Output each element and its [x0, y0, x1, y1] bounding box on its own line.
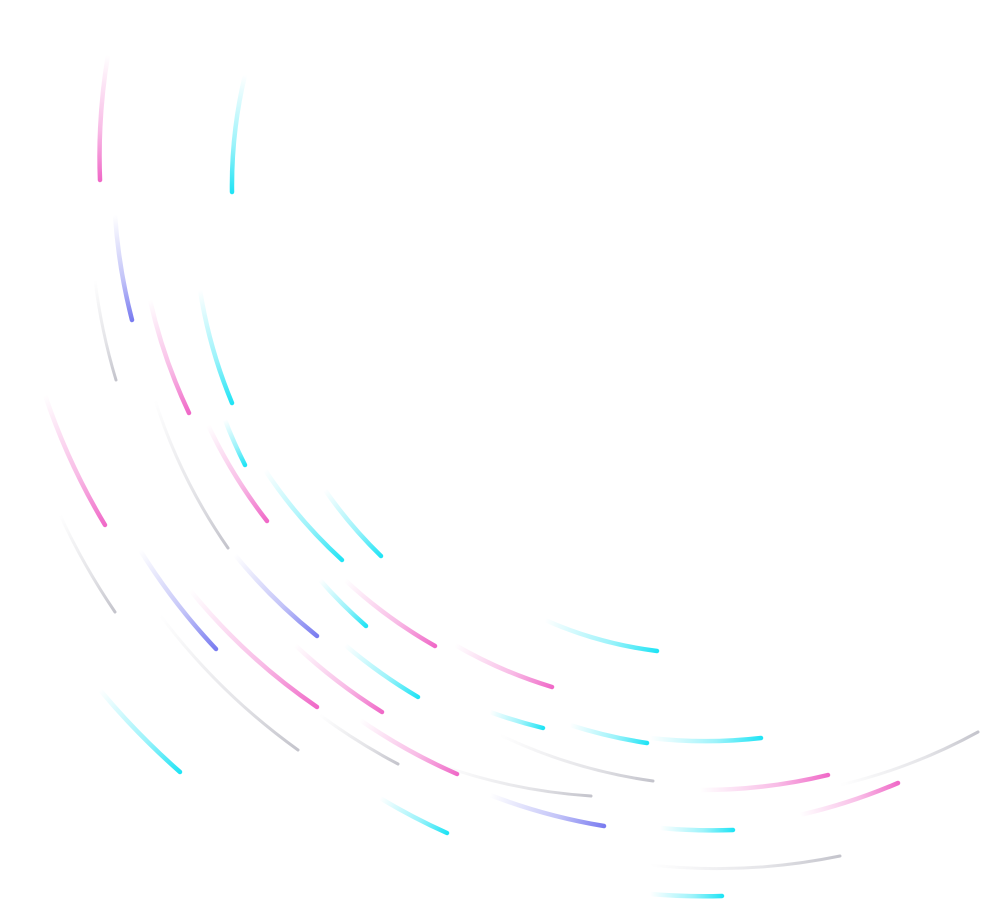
cyan-light-trail: [317, 577, 369, 629]
cyan-light-trail: [487, 709, 546, 731]
gray-light-trail: [838, 730, 980, 787]
light-trails-group: [42, 52, 980, 899]
blue-light-trail: [487, 792, 607, 829]
blue-light-trail: [137, 547, 219, 652]
cyan-light-trail: [197, 287, 235, 406]
gray-light-trail: [498, 733, 655, 783]
pink-light-trail: [42, 392, 108, 528]
cyan-light-trail: [377, 795, 450, 836]
blue-light-trail: [232, 552, 320, 639]
cyan-light-trail: [222, 417, 248, 468]
cyan-light-trail: [647, 735, 764, 744]
cyan-light-trail: [262, 467, 345, 563]
cyan-light-trail: [342, 642, 421, 700]
pink-light-trail: [205, 422, 270, 524]
pink-light-trail: [342, 577, 438, 649]
pink-light-trail: [97, 52, 111, 183]
gray-light-trail: [153, 398, 230, 550]
cyan-light-trail: [322, 487, 384, 559]
pink-light-trail: [697, 772, 831, 793]
gray-light-trail: [93, 278, 118, 382]
pink-light-trail: [292, 642, 385, 715]
cyan-light-trail: [647, 891, 725, 899]
gray-light-trail: [318, 713, 400, 766]
cyan-light-trail: [97, 687, 183, 775]
pink-light-trail: [797, 780, 901, 818]
gray-light-trail: [58, 513, 117, 614]
cyan-light-trail: [229, 72, 248, 195]
pink-light-trail: [187, 587, 320, 710]
blue-light-trail: [112, 212, 135, 323]
cyan-light-trail: [542, 617, 660, 654]
pink-light-trail: [147, 297, 192, 416]
pink-light-trail: [452, 642, 555, 690]
gray-light-trail: [648, 854, 842, 871]
cyan-light-trail: [567, 722, 650, 746]
cyan-light-trail: [657, 825, 736, 833]
gray-light-trail: [438, 763, 593, 798]
pink-light-trail: [357, 717, 460, 777]
gray-light-trail: [158, 613, 300, 752]
